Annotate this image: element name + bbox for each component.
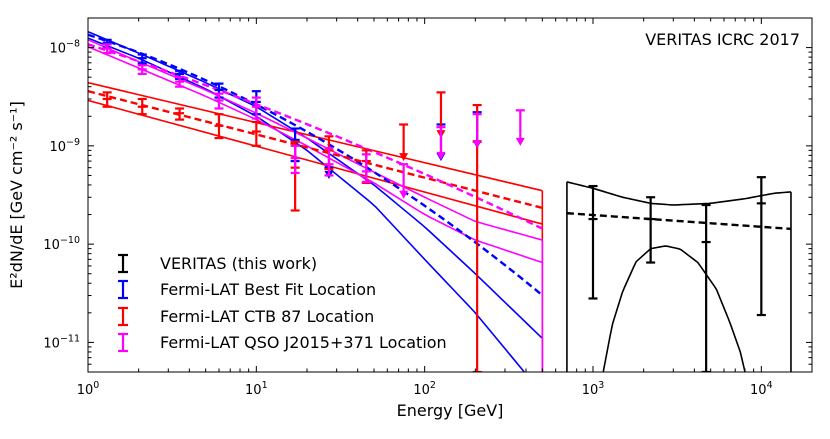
data-point-fermi-lat-qso-j2015-371-location-7 — [361, 153, 371, 183]
upper-limit-fermi-lat-qso-j2015-371-location-1 — [436, 126, 446, 160]
model-fit-veritas-this-work — [566, 211, 792, 231]
chart-title: VERITAS ICRC 2017 — [645, 30, 800, 49]
legend-label-fermi-qso: Fermi-LAT QSO J2015+371 Location — [160, 333, 447, 352]
model-fit-fermi-lat-best-fit-location — [88, 33, 544, 297]
x-axis-label: Energy [GeV] — [397, 401, 504, 420]
upper-limit-arrowhead — [515, 137, 525, 146]
x-tick-label: 101 — [245, 380, 268, 398]
upper-limit-arrowhead — [399, 190, 409, 199]
model-band-upper-veritas-this-work — [566, 181, 792, 206]
x-tick-label: 103 — [582, 380, 605, 398]
x-tick-label: 102 — [413, 380, 436, 398]
data-point-fermi-lat-ctb-87-location-2 — [175, 107, 185, 121]
data-point-fermi-lat-qso-j2015-371-location-6 — [324, 146, 334, 177]
data-point-fermi-lat-ctb-87-location-0 — [102, 91, 112, 108]
data-point-fermi-lat-ctb-87-location-1 — [137, 97, 147, 116]
data-point-veritas-this-work-2 — [701, 203, 711, 372]
model-fit-fermi-lat-qso-j2015-371-location — [88, 43, 543, 230]
legend-entry-fermi-qso: Fermi-LAT QSO J2015+371 Location — [118, 332, 447, 353]
upper-limit-arrowhead — [436, 151, 446, 160]
legend-entry-fermi-best-fit: Fermi-LAT Best Fit Location — [118, 279, 376, 300]
model-fit-fermi-lat-ctb-87-location — [88, 90, 543, 210]
legend-label-fermi-best-fit: Fermi-LAT Best Fit Location — [160, 280, 376, 299]
x-tick-label: 104 — [750, 380, 773, 398]
plot-frame — [87, 17, 813, 373]
data-point-fermi-lat-qso-j2015-371-location-4 — [251, 96, 261, 120]
y-tick-label: 10−9 — [49, 137, 80, 155]
upper-limit-fermi-lat-qso-j2015-371-location-2 — [472, 113, 482, 149]
model-band-lower-fermi-lat-ctb-87-location — [88, 99, 543, 225]
y-tick-label: 10−10 — [43, 235, 80, 253]
data-point-fermi-lat-qso-j2015-371-location-1 — [137, 64, 147, 75]
data-point-veritas-this-work-1 — [646, 196, 656, 264]
data-point-veritas-this-work-3 — [756, 176, 766, 317]
axis-ticks-layer: 100 101 102 103 104 10−11 10−10 10−9 10−8 — [43, 17, 813, 398]
data-point-fermi-lat-qso-j2015-371-location-0 — [102, 43, 112, 55]
data-point-fermi-lat-qso-j2015-371-location-2 — [175, 76, 185, 88]
model-band-upper-fermi-lat-qso-j2015-371-location — [88, 39, 543, 241]
legend-entry-veritas: VERITAS (this work) — [118, 253, 317, 274]
data-point-fermi-lat-qso-j2015-371-location-5 — [290, 144, 300, 175]
data-point-veritas-this-work-0 — [588, 184, 598, 300]
data-point-fermi-lat-ctb-87-location-4 — [251, 120, 261, 147]
y-axis-label: E²dN/dE [GeV cm⁻² s⁻¹] — [7, 101, 26, 289]
data-point-fermi-lat-qso-j2015-371-location-3 — [214, 92, 224, 110]
upper-limit-fermi-lat-qso-j2015-371-location-3 — [515, 109, 525, 146]
y-tick-label: 10−8 — [49, 39, 80, 57]
x-tick-label: 100 — [77, 380, 100, 398]
upper-limit-fermi-lat-ctb-87-location-0 — [399, 123, 409, 162]
data-points-layer — [102, 38, 766, 372]
legend-label-veritas: VERITAS (this work) — [160, 254, 317, 273]
legend: VERITAS (this work) Fermi-LAT Best Fit L… — [118, 253, 447, 353]
y-tick-label: 10−11 — [43, 333, 80, 351]
model-band-upper-fermi-lat-ctb-87-location — [88, 81, 543, 192]
upper-limit-fermi-lat-qso-j2015-371-location-0 — [399, 163, 409, 199]
model-fits-layer — [88, 33, 792, 297]
upper-limit-arrowhead — [472, 140, 482, 149]
plot-background — [88, 18, 812, 372]
legend-entry-fermi-ctb87: Fermi-LAT CTB 87 Location — [118, 306, 374, 327]
data-point-fermi-lat-best-fit-location-1 — [137, 53, 147, 65]
legend-label-fermi-ctb87: Fermi-LAT CTB 87 Location — [160, 307, 374, 326]
data-point-fermi-lat-ctb-87-location-3 — [214, 113, 224, 140]
model-band-lower-veritas-this-work — [602, 245, 746, 372]
upper-limit-arrowhead — [399, 153, 409, 162]
model-band-upper-fermi-lat-best-fit-location — [88, 30, 543, 339]
